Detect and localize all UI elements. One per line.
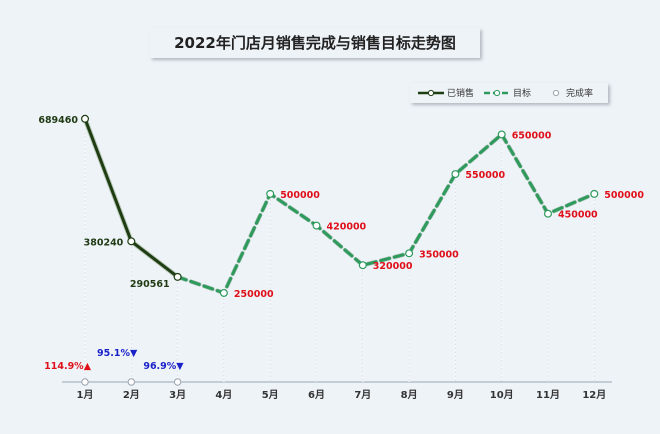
point-6	[312, 221, 321, 230]
x-tick-7: 7月	[354, 389, 371, 401]
sold-label-3: 290561	[130, 279, 170, 290]
point-1	[80, 114, 89, 123]
x-tick-3: 3月	[169, 389, 186, 401]
sold-line	[83, 118, 179, 279]
legend-sold-label: 已销售	[447, 87, 474, 99]
x-tick-5: 5月	[262, 389, 279, 401]
rate-label-1: 114.9%▲	[44, 361, 92, 372]
rate-marker-3	[173, 378, 182, 386]
point-7	[358, 261, 367, 270]
target-line	[176, 132, 596, 295]
target-label-9: 550000	[465, 170, 505, 181]
target-series	[175, 132, 597, 296]
target-label-10: 650000	[512, 130, 552, 141]
point-11	[543, 209, 552, 218]
point-5	[266, 189, 275, 198]
x-tick-1: 1月	[77, 389, 94, 401]
sold-series	[82, 117, 180, 279]
x-tick-12: 12月	[582, 389, 606, 401]
target-label-6: 420000	[327, 222, 367, 233]
target-label-4: 250000	[234, 289, 274, 300]
sold-label-2: 380240	[84, 237, 124, 248]
title-box	[150, 28, 480, 58]
x-tick-2: 2月	[123, 389, 140, 401]
target-label-8: 350000	[419, 249, 459, 260]
legend-target-marker	[493, 89, 501, 97]
chart-title: 2022年门店月销售完成与销售目标走势图	[174, 34, 456, 52]
legend-box	[410, 83, 608, 103]
x-tick-4: 4月	[215, 389, 232, 401]
rate-marker-2	[127, 378, 136, 386]
point-12	[590, 189, 599, 198]
sold-label-1: 689460	[38, 115, 78, 126]
point-10	[497, 130, 506, 139]
legend: 已销售 目标 完成率	[410, 83, 608, 103]
target-label-5: 500000	[280, 190, 320, 201]
drop-lines	[84, 118, 595, 382]
point-2	[127, 237, 136, 246]
rate-marker-1	[81, 378, 89, 386]
target-label-12: 500000	[604, 190, 644, 201]
markers	[80, 114, 599, 386]
rate-label-3: 96.9%▼	[143, 361, 184, 372]
legend-rate-marker	[552, 89, 560, 97]
point-3	[173, 272, 182, 281]
sold-line-shadow	[82, 117, 180, 279]
point-8	[405, 249, 414, 258]
target-label-11: 450000	[558, 210, 598, 221]
legend-rate-label: 完成率	[566, 87, 593, 99]
x-tick-8: 8月	[401, 389, 418, 401]
point-9	[451, 170, 460, 179]
point-4	[219, 288, 228, 297]
legend-target-label: 目标	[513, 87, 531, 99]
x-tick-labels: 1月 2月 3月 4月 5月 6月 7月 8月 9月 10月 11月 12月	[77, 389, 607, 401]
rate-label-2: 95.1%▼	[97, 348, 138, 359]
x-tick-10: 10月	[490, 389, 514, 401]
legend-sold-marker	[427, 89, 435, 97]
target-label-7: 320000	[373, 261, 413, 272]
x-tick-9: 9月	[447, 389, 464, 401]
x-tick-11: 11月	[536, 389, 560, 401]
data-labels: 689460 380240 290561 250000 500000 420000 3200…	[38, 115, 644, 372]
x-tick-6: 6月	[308, 389, 325, 401]
